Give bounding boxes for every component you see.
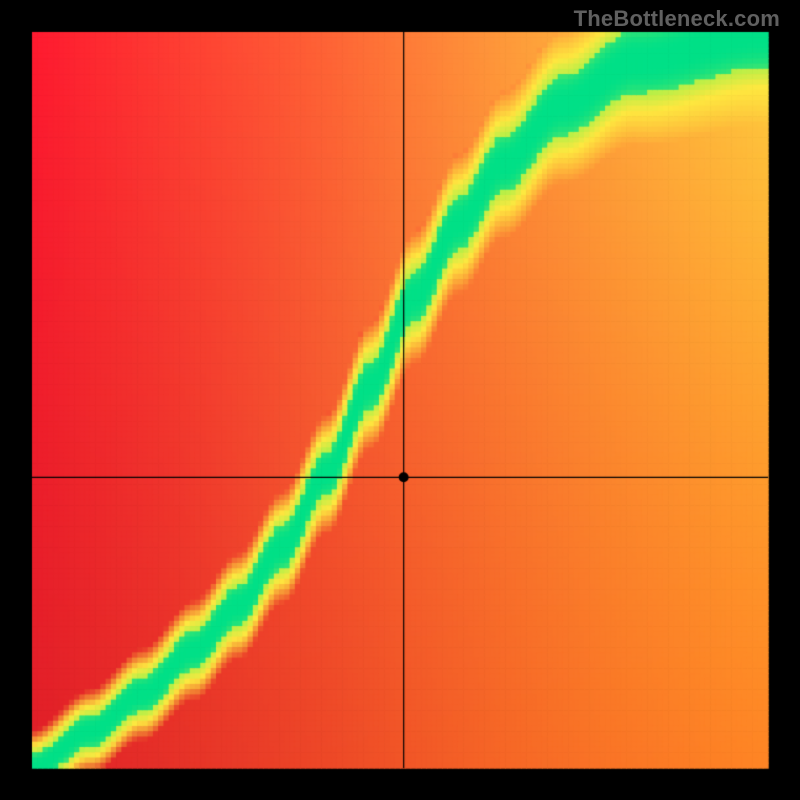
bottleneck-heatmap (0, 0, 800, 800)
watermark-text: TheBottleneck.com (574, 6, 780, 32)
